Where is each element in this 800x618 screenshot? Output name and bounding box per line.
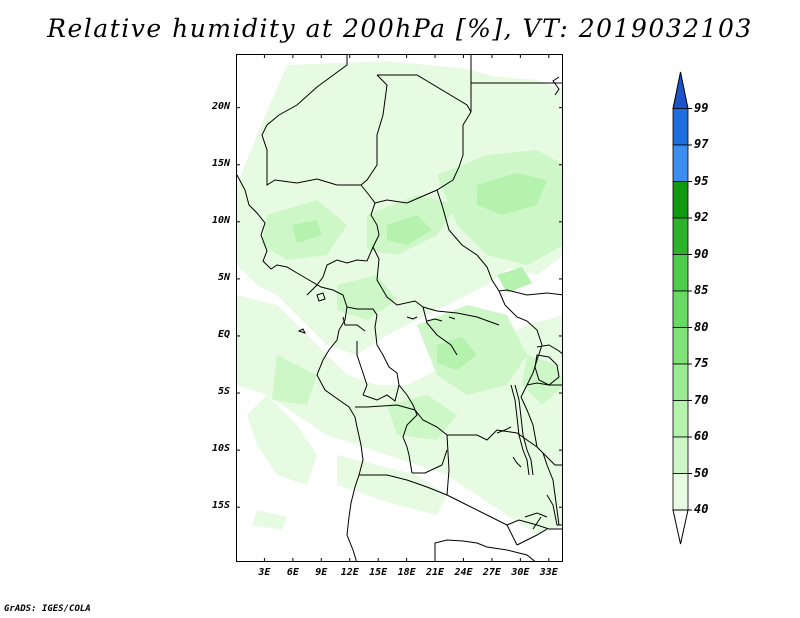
colorbar-level-label: 92 (694, 210, 709, 224)
map-title: Relative humidity at 200hPa [%], VT: 201… (47, 14, 753, 43)
colorbar-swatch (672, 436, 689, 474)
latitude-label: 5N (217, 271, 230, 283)
longitude-label: 15E (369, 567, 388, 578)
colorbar-swatch (672, 363, 689, 401)
credit-text: GrADS: IGES/COLA (4, 604, 91, 614)
colorbar-level-label: 40 (694, 502, 709, 516)
colorbar-swatch (672, 400, 689, 438)
colorbar-swatch (672, 290, 689, 328)
longitude-label: 27E (482, 567, 501, 578)
colorbar-swatch (672, 473, 689, 511)
colorbar-level-label: 80 (694, 319, 709, 334)
colorbar-level-label: 95 (694, 173, 709, 188)
longitude-label: 9E (315, 567, 328, 578)
colorbar-level-label: 97 (694, 137, 709, 151)
longitude-label: 18E (397, 567, 416, 578)
colorbar-swatch (672, 181, 689, 219)
longitude-label: 21E (426, 567, 445, 578)
colorbar-swatch (672, 327, 689, 365)
country-borders (237, 55, 562, 561)
colorbar-level-label: 70 (694, 392, 709, 407)
longitude-label: 3E (258, 567, 271, 578)
colorbar-level-label: 60 (694, 429, 709, 443)
colorbar-swatch (672, 217, 689, 255)
longitude-label: 24E (454, 567, 473, 578)
humidity-fill-layer-dark (292, 173, 547, 370)
latitude-label: 10S (211, 443, 230, 455)
longitude-label: 33E (539, 567, 558, 578)
colorbar-bottom-arrow (672, 509, 689, 545)
colorbar-level-label: 75 (694, 356, 709, 370)
longitude-label: 12E (340, 567, 359, 578)
map-panel (236, 54, 563, 562)
colorbar-level-label: 50 (694, 465, 709, 480)
colorbar-swatch (672, 108, 689, 146)
colorbar-swatch (672, 144, 689, 182)
latitude-label: EQ (217, 328, 230, 340)
latitude-label: 10N (211, 214, 230, 226)
colorbar-level-label: 85 (694, 283, 709, 297)
latitude-label: 15S (211, 500, 230, 512)
colorbar-top-arrow (672, 71, 689, 109)
longitude-label: 30E (511, 567, 530, 578)
colorbar-swatch (672, 254, 689, 292)
colorbar-level-label: 90 (694, 246, 709, 261)
latitude-label: 20N (211, 100, 230, 112)
longitude-label: 6E (286, 567, 299, 578)
latitude-label: 5S (217, 386, 230, 398)
humidity-map (237, 55, 562, 561)
colorbar-level-label: 99 (694, 100, 709, 115)
latitude-label: 15N (211, 157, 230, 169)
